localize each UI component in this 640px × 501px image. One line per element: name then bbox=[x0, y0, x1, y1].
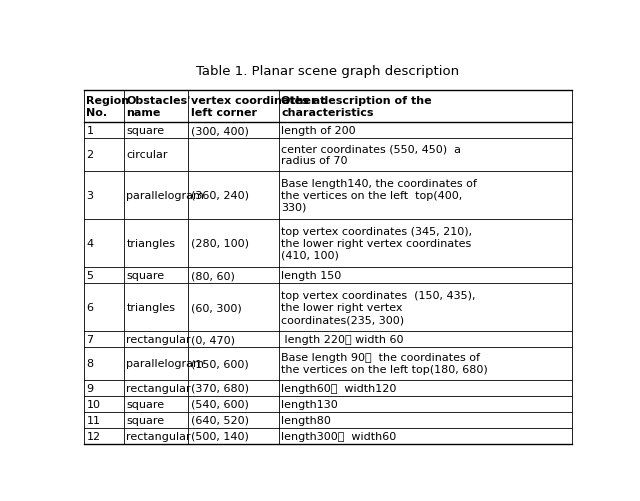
Text: length300，  width60: length300， width60 bbox=[281, 431, 396, 441]
Text: 2: 2 bbox=[86, 150, 93, 160]
Text: (60, 300): (60, 300) bbox=[191, 303, 242, 313]
Text: (80, 60): (80, 60) bbox=[191, 271, 235, 281]
Text: 6: 6 bbox=[86, 303, 93, 313]
Text: (370, 680): (370, 680) bbox=[191, 383, 249, 393]
Text: square: square bbox=[127, 399, 164, 409]
Text: Base length 90，  the coordinates of
the vertices on the left top(180, 680): Base length 90， the coordinates of the v… bbox=[281, 353, 488, 375]
Text: (150, 600): (150, 600) bbox=[191, 359, 249, 369]
Text: triangles: triangles bbox=[127, 238, 175, 248]
Text: parallelogram: parallelogram bbox=[127, 359, 204, 369]
Text: length of 200: length of 200 bbox=[281, 126, 356, 136]
Text: (500, 140): (500, 140) bbox=[191, 431, 249, 441]
Text: rectangular: rectangular bbox=[127, 383, 191, 393]
Text: 9: 9 bbox=[86, 383, 93, 393]
Text: length 220， width 60: length 220， width 60 bbox=[281, 335, 404, 345]
Text: (0, 470): (0, 470) bbox=[191, 335, 235, 345]
Text: square: square bbox=[127, 415, 164, 425]
Text: 1: 1 bbox=[86, 126, 93, 136]
Text: top vertex coordinates  (150, 435),
the lower right vertex
coordinates(235, 300): top vertex coordinates (150, 435), the l… bbox=[281, 291, 476, 325]
Text: rectangular: rectangular bbox=[127, 431, 191, 441]
Text: triangles: triangles bbox=[127, 303, 175, 313]
Text: Region
No.: Region No. bbox=[86, 96, 129, 118]
Text: 11: 11 bbox=[86, 415, 100, 425]
Text: length80: length80 bbox=[281, 415, 331, 425]
Text: 12: 12 bbox=[86, 431, 100, 441]
Text: 5: 5 bbox=[86, 271, 93, 281]
Text: square: square bbox=[127, 126, 164, 136]
Text: 10: 10 bbox=[86, 399, 100, 409]
Text: length130: length130 bbox=[281, 399, 338, 409]
Text: (280, 100): (280, 100) bbox=[191, 238, 249, 248]
Text: Table 1. Planar scene graph description: Table 1. Planar scene graph description bbox=[196, 65, 460, 78]
Text: vertex coordinates at
left corner: vertex coordinates at left corner bbox=[191, 96, 325, 118]
Text: 3: 3 bbox=[86, 190, 93, 200]
Text: 4: 4 bbox=[86, 238, 93, 248]
Text: parallelogram: parallelogram bbox=[127, 190, 204, 200]
Text: (360, 240): (360, 240) bbox=[191, 190, 249, 200]
Text: square: square bbox=[127, 271, 164, 281]
Text: length60，  width120: length60， width120 bbox=[281, 383, 397, 393]
Text: (640, 520): (640, 520) bbox=[191, 415, 249, 425]
Text: (540, 600): (540, 600) bbox=[191, 399, 249, 409]
Text: length 150: length 150 bbox=[281, 271, 341, 281]
Text: 8: 8 bbox=[86, 359, 93, 369]
Text: rectangular: rectangular bbox=[127, 335, 191, 345]
Text: Other description of the
characteristics: Other description of the characteristics bbox=[281, 96, 432, 118]
Text: center coordinates (550, 450)  a
radius of 70: center coordinates (550, 450) a radius o… bbox=[281, 144, 461, 166]
Text: top vertex coordinates (345, 210),
the lower right vertex coordinates
(410, 100): top vertex coordinates (345, 210), the l… bbox=[281, 226, 472, 261]
Text: Base length140, the coordinates of
the vertices on the left  top(400,
330): Base length140, the coordinates of the v… bbox=[281, 178, 477, 212]
Text: Obstacles'
name: Obstacles' name bbox=[127, 96, 191, 118]
Text: 7: 7 bbox=[86, 335, 93, 345]
Text: circular: circular bbox=[127, 150, 168, 160]
Text: (300, 400): (300, 400) bbox=[191, 126, 249, 136]
